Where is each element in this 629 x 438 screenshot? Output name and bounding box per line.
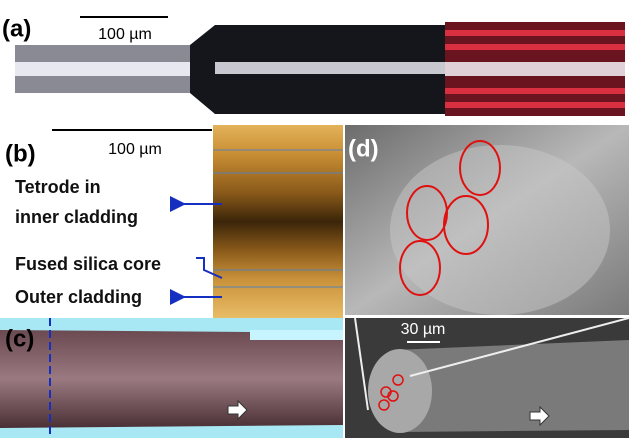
panel-label: (a) [2, 15, 31, 42]
figure: 100 µm (a) 100 µm (b) Tetrode in inner c… [0, 0, 629, 438]
annotation: Tetrode in [15, 177, 101, 197]
scale-label: 100 µm [108, 141, 162, 158]
panel-a: 100 µm (a) [2, 15, 625, 116]
panel-d-lower: 30 µm [345, 318, 629, 438]
scale-label: 100 µm [98, 26, 152, 43]
micrograph [213, 125, 343, 318]
panel-b: 100 µm (b) Tetrode in inner cladding Fus… [5, 125, 343, 318]
annotation: inner cladding [15, 207, 138, 227]
annotation: Outer cladding [15, 287, 142, 307]
fiber-core [215, 62, 445, 74]
fiber-core [445, 62, 625, 76]
panel-d: (d) [345, 125, 629, 315]
fiber-end [368, 349, 432, 433]
panel-label: (c) [5, 325, 34, 352]
panel-c: (c) [0, 318, 343, 438]
panel-label: (d) [348, 135, 379, 162]
scale-label: 30 µm [401, 321, 446, 338]
fiber-edge [250, 330, 343, 340]
fiber-core [15, 62, 195, 76]
fiber [0, 330, 343, 428]
panel-label: (b) [5, 140, 36, 167]
annotation: Fused silica core [15, 254, 161, 274]
